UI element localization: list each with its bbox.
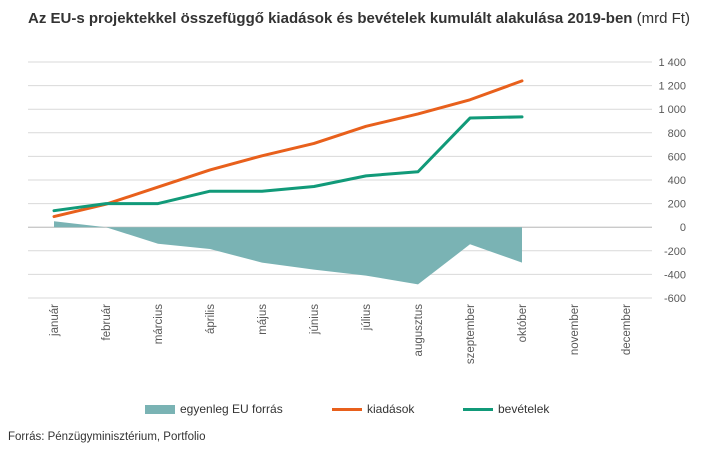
legend-label-revenues: bevételek (498, 402, 550, 416)
x-tick-label: szeptember (465, 304, 477, 364)
x-tick-label: február (101, 304, 113, 341)
y-tick-label: -600 (664, 293, 686, 305)
legend-swatch-revenues (463, 407, 493, 411)
legend-label-balance: egyenleg EU forrás (180, 402, 283, 416)
y-tick-label: 1 000 (658, 104, 686, 116)
x-tick-label: október (517, 304, 529, 343)
y-tick-label: 1 200 (658, 81, 686, 93)
source-note: Forrás: Pénzügyminisztérium, Portfolio (8, 431, 206, 443)
y-tick-label: -400 (664, 269, 686, 281)
y-tick-label: 200 (668, 199, 686, 211)
y-tick-label: 800 (668, 128, 686, 140)
series-line-revenues (52, 115, 524, 213)
x-tick-label: április (205, 304, 217, 334)
x-tick-label: augusztus (413, 304, 425, 357)
chart-title-unit: (mrd Ft) (636, 10, 690, 27)
legend-item-balance: egyenleg EU forrás (145, 402, 283, 416)
legend-item-revenues: bevételek (463, 402, 549, 416)
x-tick-label: július (361, 304, 373, 331)
series-lines-layer (52, 79, 524, 219)
y-tick-label: 600 (668, 151, 686, 163)
x-tick-label: március (153, 304, 165, 345)
legend-swatch-balance (145, 404, 175, 414)
legend-swatch-expenses (332, 407, 362, 411)
gridlines (28, 61, 652, 299)
x-tick-label: június (309, 304, 321, 335)
series-area-balance (54, 221, 522, 285)
x-axis-tick-labels: január február március április május június jú… (49, 304, 633, 364)
balance-area-layer (54, 221, 522, 285)
chart-title-main: Az EU-s projektekkel összefüggő kiadások… (28, 10, 633, 27)
x-tick-label: május (257, 304, 269, 335)
y-tick-label: 400 (668, 175, 686, 187)
x-tick-label: december (621, 304, 633, 355)
chart-title: Az EU-s projektekkel összefüggő kiadások… (0, 8, 718, 29)
legend-item-expenses: kiadások (332, 402, 414, 416)
x-tick-label: november (569, 304, 581, 355)
x-tick-label: január (49, 304, 61, 337)
y-tick-label: 0 (680, 222, 686, 234)
series-line-expenses (52, 79, 524, 219)
legend: egyenleg EU forrás kiadások bevételek (0, 402, 718, 422)
legend-label-expenses: kiadások (367, 402, 415, 416)
y-tick-label: 1 400 (658, 57, 686, 69)
chart-area: -600 -400 -200 0 200 400 600 800 1 000 1 200 1 400… (28, 57, 686, 364)
y-axis-tick-labels: -600 -400 -200 0 200 400 600 800 1 000 1 200 1 400 (658, 57, 686, 305)
y-tick-label: -200 (664, 246, 686, 258)
